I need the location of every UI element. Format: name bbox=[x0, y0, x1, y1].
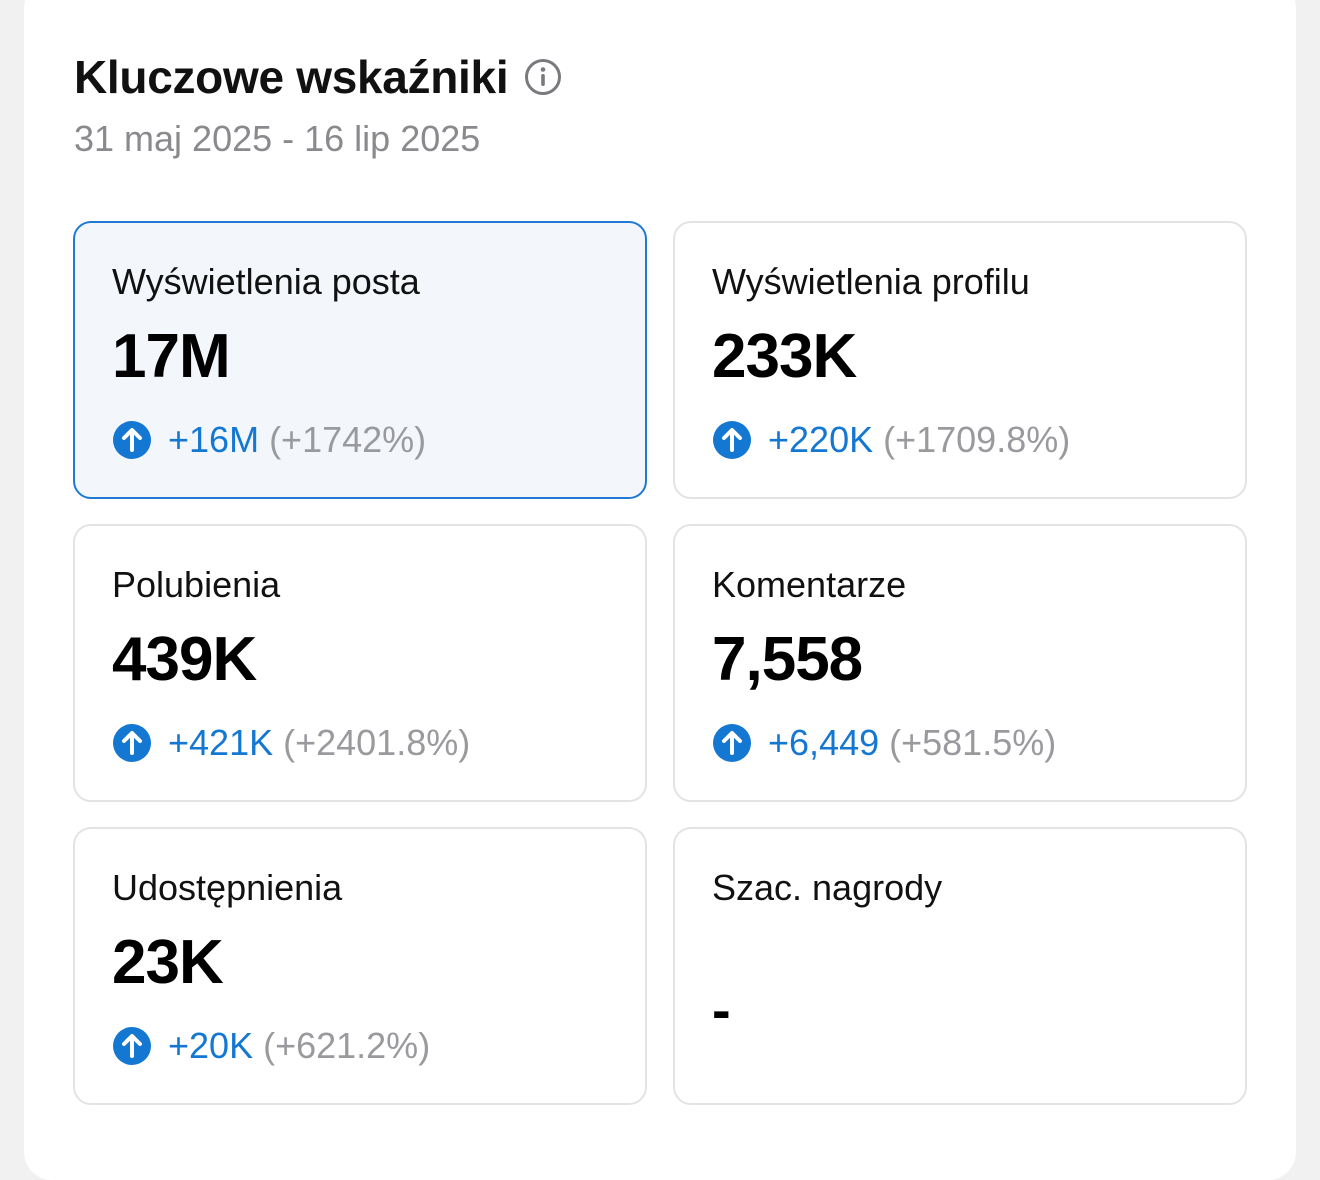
metric-card-likes[interactable]: Polubienia 439K +421K (+2401.8%) bbox=[73, 524, 647, 802]
metric-label: Polubienia bbox=[112, 564, 281, 605]
change-value: +6,449 bbox=[768, 722, 880, 763]
arrow-up-circle-icon bbox=[112, 1026, 152, 1066]
metric-change: +220K (+1709.8%) bbox=[712, 419, 1070, 461]
title-row: Kluczowe wskaźniki bbox=[74, 50, 562, 104]
metric-value: 439K bbox=[112, 625, 257, 694]
change-value: +16M bbox=[168, 419, 260, 460]
date-range: 31 maj 2025 - 16 lip 2025 bbox=[74, 118, 481, 159]
page-title: Kluczowe wskaźniki bbox=[74, 51, 509, 103]
metric-label: Wyświetlenia profilu bbox=[712, 261, 1030, 302]
arrow-up-circle-icon bbox=[712, 723, 752, 763]
change-percent: (+1742%) bbox=[269, 419, 427, 460]
metric-value: 7,558 bbox=[712, 625, 863, 694]
info-icon[interactable] bbox=[524, 58, 562, 96]
metric-label: Udostępnienia bbox=[112, 867, 343, 908]
metric-label: Komentarze bbox=[712, 564, 907, 605]
change-value: +421K bbox=[168, 722, 274, 763]
change-percent: (+1709.8%) bbox=[883, 419, 1071, 460]
metric-label: Wyświetlenia posta bbox=[112, 261, 420, 302]
change-value: +220K bbox=[768, 419, 874, 460]
change-percent: (+2401.8%) bbox=[283, 722, 471, 763]
arrow-up-circle-icon bbox=[112, 723, 152, 763]
metric-card-profile-views[interactable]: Wyświetlenia profilu 233K +220K (+1709.8… bbox=[673, 221, 1247, 499]
metric-card-shares[interactable]: Udostępnienia 23K +20K (+621.2%) bbox=[73, 827, 647, 1105]
key-metrics-header: Kluczowe wskaźniki 31 maj 2025 - 16 lip … bbox=[74, 50, 562, 160]
arrow-up-circle-icon bbox=[112, 420, 152, 460]
metric-value: 17M bbox=[112, 322, 231, 391]
change-percent: (+621.2%) bbox=[263, 1025, 431, 1066]
change-percent: (+581.5%) bbox=[889, 722, 1057, 763]
metric-card-post-views[interactable]: Wyświetlenia posta 17M +16M (+1742%) bbox=[73, 221, 647, 499]
metric-card-comments[interactable]: Komentarze 7,558 +6,449 (+581.5%) bbox=[673, 524, 1247, 802]
metric-value: - bbox=[712, 978, 731, 1041]
metric-change: +16M (+1742%) bbox=[112, 419, 426, 461]
metric-change: +20K (+621.2%) bbox=[112, 1025, 430, 1067]
metric-value: 233K bbox=[712, 322, 857, 391]
metric-label: Szac. nagrody bbox=[712, 867, 943, 908]
metric-card-estimated-rewards[interactable]: Szac. nagrody - bbox=[673, 827, 1247, 1105]
metric-change: +421K (+2401.8%) bbox=[112, 722, 470, 764]
metric-value: 23K bbox=[112, 928, 224, 997]
change-value: +20K bbox=[168, 1025, 254, 1066]
metric-change: +6,449 (+581.5%) bbox=[712, 722, 1056, 764]
arrow-up-circle-icon bbox=[712, 420, 752, 460]
